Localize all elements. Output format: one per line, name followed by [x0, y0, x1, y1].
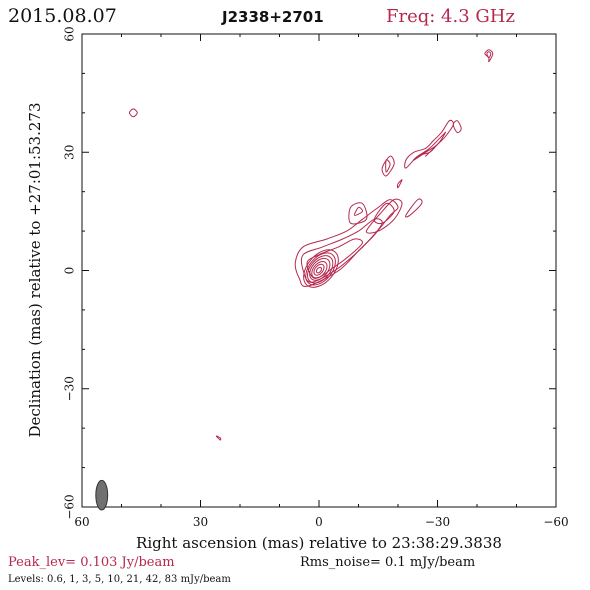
core-contour-ring-1 — [303, 249, 339, 288]
y-tick-label: −60 — [63, 494, 77, 519]
x-tick-label: −60 — [543, 515, 568, 529]
axis-tick-labels: 60 30 0 −30 −60 −60 −30 0 30 60 — [63, 26, 569, 529]
core-contour-ring-3 — [307, 255, 334, 284]
plot-frame — [81, 33, 557, 508]
peak-level: Peak_lev= 0.103 Jy/beam — [8, 555, 175, 570]
contour-knot-b-outer — [348, 202, 368, 225]
x-axis-label: Right ascension (mas) relative to 23:38:… — [136, 534, 502, 552]
y-tick-label: 0 — [63, 267, 77, 275]
axis-ticks — [81, 33, 557, 508]
y-tick-label: −30 — [63, 376, 77, 401]
contour-blob-g-inner — [486, 51, 492, 59]
x-tick-label: 30 — [193, 515, 208, 529]
core-contour-ring-5 — [311, 261, 328, 279]
x-tick-label: 60 — [74, 515, 89, 529]
source-name: J2338+2701 — [221, 8, 324, 26]
contour-blob-d-inner — [385, 159, 391, 173]
contour-chain-inner — [425, 147, 435, 157]
core-contour-ring-7 — [315, 266, 323, 274]
y-tick-label: 30 — [63, 145, 77, 160]
frequency-label: Freq: 4.3 GHz — [386, 6, 515, 27]
restoring-beam-ellipse — [95, 479, 109, 511]
contour-blob-f — [452, 120, 462, 134]
contour-jet-envelope-inner — [306, 238, 363, 279]
x-tick-label: 0 — [315, 515, 323, 529]
core-contour-ring-4 — [309, 257, 331, 281]
contour-blob-i — [215, 435, 222, 441]
contour-chain-outer — [404, 119, 454, 169]
rms-noise: Rms_noise= 0.1 mJy/beam — [300, 555, 475, 570]
contour-blob-e — [396, 179, 403, 189]
y-axis-label: Declination (mas) relative to +27:01:53.… — [26, 102, 44, 437]
contour-chain-mid — [412, 131, 447, 161]
contour-blob-h — [128, 108, 138, 118]
contour-blob-c-outer — [405, 198, 423, 218]
y-tick-label: 60 — [63, 26, 77, 41]
contour-blob-d-outer — [381, 155, 395, 177]
contour-knot-a-inner — [373, 202, 395, 225]
x-tick-label: −30 — [425, 515, 450, 529]
contour-levels: Levels: 0.6, 1, 3, 5, 10, 21, 42, 83 mJy… — [8, 574, 231, 585]
contour-jet-envelope-mid — [300, 218, 383, 283]
beam-layer — [95, 479, 109, 511]
core-contour-ring-6 — [313, 263, 325, 276]
observation-date: 2015.08.07 — [8, 5, 117, 27]
contour-knot-b-inner — [353, 206, 363, 216]
contour-layer — [128, 49, 494, 441]
contour-knot-a-outer — [365, 198, 403, 234]
